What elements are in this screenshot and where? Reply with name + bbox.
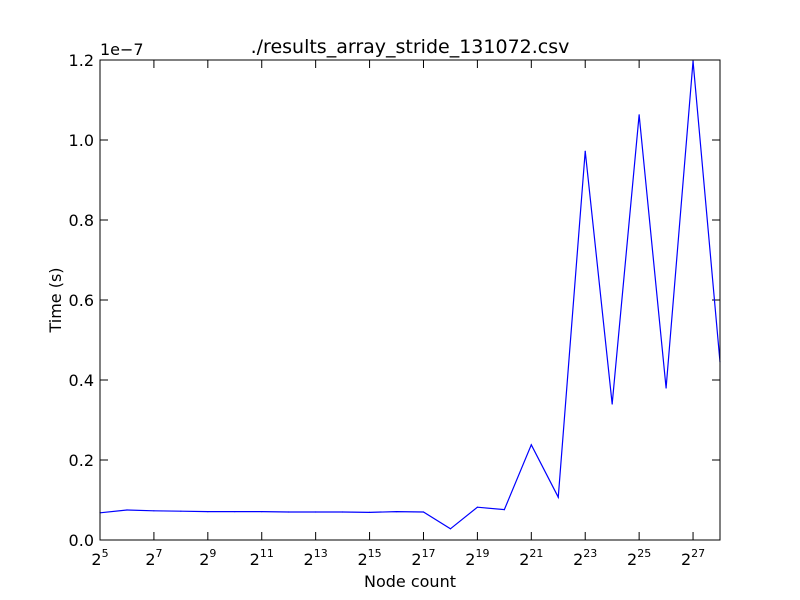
x-tick-label: 217 xyxy=(411,547,435,569)
x-tick-exponent: 13 xyxy=(314,547,328,560)
x-tick-exponent: 9 xyxy=(209,547,216,560)
x-tick-label: 211 xyxy=(250,547,274,569)
y-tick-label: 0.2 xyxy=(69,451,94,470)
data-point xyxy=(315,511,317,513)
data-point xyxy=(395,511,398,513)
x-tick-label: 223 xyxy=(573,547,597,569)
x-tick-base: 2 xyxy=(411,550,421,569)
plot-area xyxy=(100,60,720,540)
x-tick-exponent: 17 xyxy=(422,547,436,560)
x-tick-exponent: 15 xyxy=(368,547,382,560)
data-point xyxy=(692,60,694,62)
data-point xyxy=(665,387,667,389)
y-tick-label: 0.4 xyxy=(69,371,94,390)
data-point xyxy=(342,511,344,513)
data-point xyxy=(288,511,290,513)
x-tick-base: 2 xyxy=(357,550,367,569)
chart-title: ./results_array_stride_131072.csv xyxy=(251,36,570,58)
y-tick-label: 0.6 xyxy=(69,291,94,310)
y-tick-label: 1.2 xyxy=(69,51,94,70)
x-tick-base: 2 xyxy=(91,550,101,569)
x-tick-label: 221 xyxy=(519,547,543,569)
x-tick-exponent: 25 xyxy=(637,547,651,560)
data-point xyxy=(153,510,155,512)
x-tick-exponent: 27 xyxy=(691,547,705,560)
data-point xyxy=(476,506,478,508)
x-tick-label: 213 xyxy=(304,547,328,569)
y-tick-label: 1.0 xyxy=(69,131,94,150)
y-axis-label: Time (s) xyxy=(46,267,65,333)
x-tick-exponent: 7 xyxy=(156,547,163,560)
x-tick-base: 2 xyxy=(519,550,529,569)
data-point xyxy=(422,511,425,513)
x-axis-label: Node count xyxy=(364,572,456,591)
x-tick-label: 225 xyxy=(627,547,651,569)
x-tick-label: 29 xyxy=(199,547,216,569)
data-point xyxy=(530,444,532,446)
data-point xyxy=(503,509,505,511)
x-tick-label: 27 xyxy=(145,547,162,569)
series-line xyxy=(99,61,721,530)
y-tick-label: 0.8 xyxy=(69,211,94,230)
x-tick-label: 215 xyxy=(357,547,381,569)
x-tick-base: 2 xyxy=(145,550,155,569)
x-tick-exponent: 5 xyxy=(102,547,109,560)
x-tick-exponent: 21 xyxy=(529,547,543,560)
x-tick-exponent: 23 xyxy=(583,547,597,560)
x-ticks: 25 27 29 211 213 215 217 219 221 223 225 227 xyxy=(91,60,705,569)
y-offset-label: 1e−7 xyxy=(100,40,144,59)
x-tick-base: 2 xyxy=(627,550,637,569)
x-tick-base: 2 xyxy=(465,550,475,569)
data-point xyxy=(557,496,559,498)
series-group xyxy=(99,60,721,530)
data-point xyxy=(611,403,613,405)
x-tick-base: 2 xyxy=(250,550,260,569)
data-point xyxy=(638,114,640,116)
x-tick-label: 25 xyxy=(91,547,108,569)
x-tick-base: 2 xyxy=(573,550,583,569)
x-tick-base: 2 xyxy=(304,550,314,569)
data-point xyxy=(368,511,371,513)
data-point xyxy=(449,528,452,530)
data-point xyxy=(584,150,586,152)
y-tick-label: 0.0 xyxy=(69,531,94,550)
x-tick-label: 219 xyxy=(465,547,489,569)
data-point xyxy=(126,509,128,511)
x-tick-exponent: 19 xyxy=(475,547,489,560)
data-point xyxy=(261,511,263,513)
data-point xyxy=(207,511,209,513)
data-point xyxy=(234,511,236,513)
x-tick-base: 2 xyxy=(199,550,209,569)
x-tick-base: 2 xyxy=(681,550,691,569)
data-point xyxy=(180,510,182,512)
x-tick-exponent: 11 xyxy=(260,547,274,560)
plot-frame xyxy=(99,59,721,541)
x-tick-label: 227 xyxy=(681,547,705,569)
